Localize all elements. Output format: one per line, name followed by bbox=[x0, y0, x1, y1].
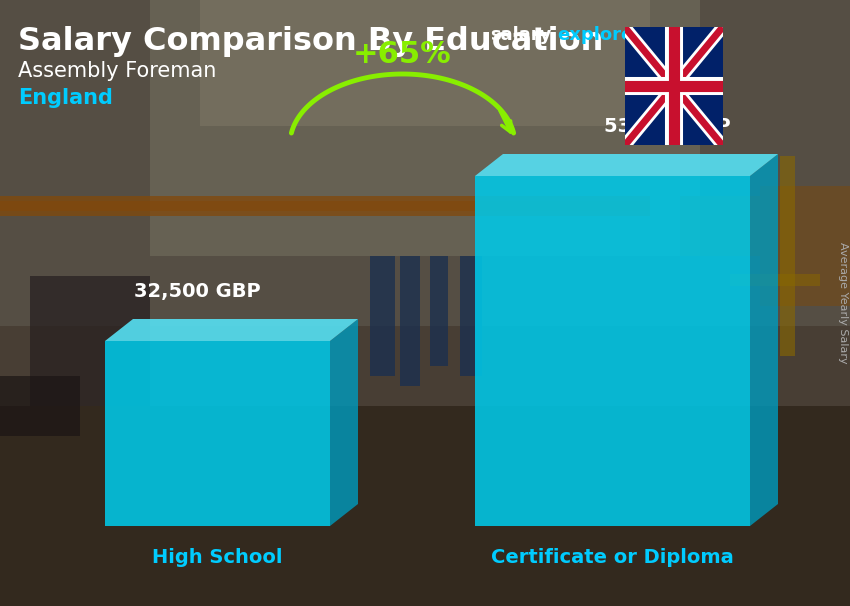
Text: salary: salary bbox=[490, 26, 552, 44]
Bar bbox=[400, 256, 420, 386]
Bar bbox=[370, 256, 395, 376]
Bar bbox=[0, 201, 650, 211]
Bar bbox=[780, 156, 795, 356]
Polygon shape bbox=[200, 0, 650, 126]
Polygon shape bbox=[0, 0, 850, 326]
Bar bbox=[460, 256, 482, 376]
Text: England: England bbox=[18, 88, 113, 108]
Text: 53,600 GBP: 53,600 GBP bbox=[604, 117, 731, 136]
Text: Average Yearly Salary: Average Yearly Salary bbox=[838, 242, 848, 364]
Polygon shape bbox=[330, 319, 358, 526]
Bar bbox=[680, 196, 760, 256]
Polygon shape bbox=[750, 154, 778, 526]
Text: High School: High School bbox=[152, 548, 283, 567]
Text: Assembly Foreman: Assembly Foreman bbox=[18, 61, 217, 81]
Polygon shape bbox=[475, 154, 778, 176]
Text: Certificate or Diploma: Certificate or Diploma bbox=[491, 548, 734, 567]
Bar bbox=[760, 186, 850, 306]
Polygon shape bbox=[475, 176, 750, 526]
Text: explorer.com: explorer.com bbox=[557, 26, 688, 44]
Bar bbox=[0, 196, 650, 216]
Polygon shape bbox=[105, 341, 330, 526]
Text: Salary Comparison By Education: Salary Comparison By Education bbox=[18, 26, 604, 57]
Polygon shape bbox=[0, 406, 850, 606]
Polygon shape bbox=[150, 0, 700, 256]
Bar bbox=[430, 256, 448, 366]
Text: 32,500 GBP: 32,500 GBP bbox=[134, 282, 261, 301]
Bar bbox=[730, 274, 820, 286]
Text: +65%: +65% bbox=[353, 40, 452, 69]
Bar bbox=[30, 276, 150, 406]
Bar bbox=[0, 376, 80, 436]
Polygon shape bbox=[105, 319, 358, 341]
